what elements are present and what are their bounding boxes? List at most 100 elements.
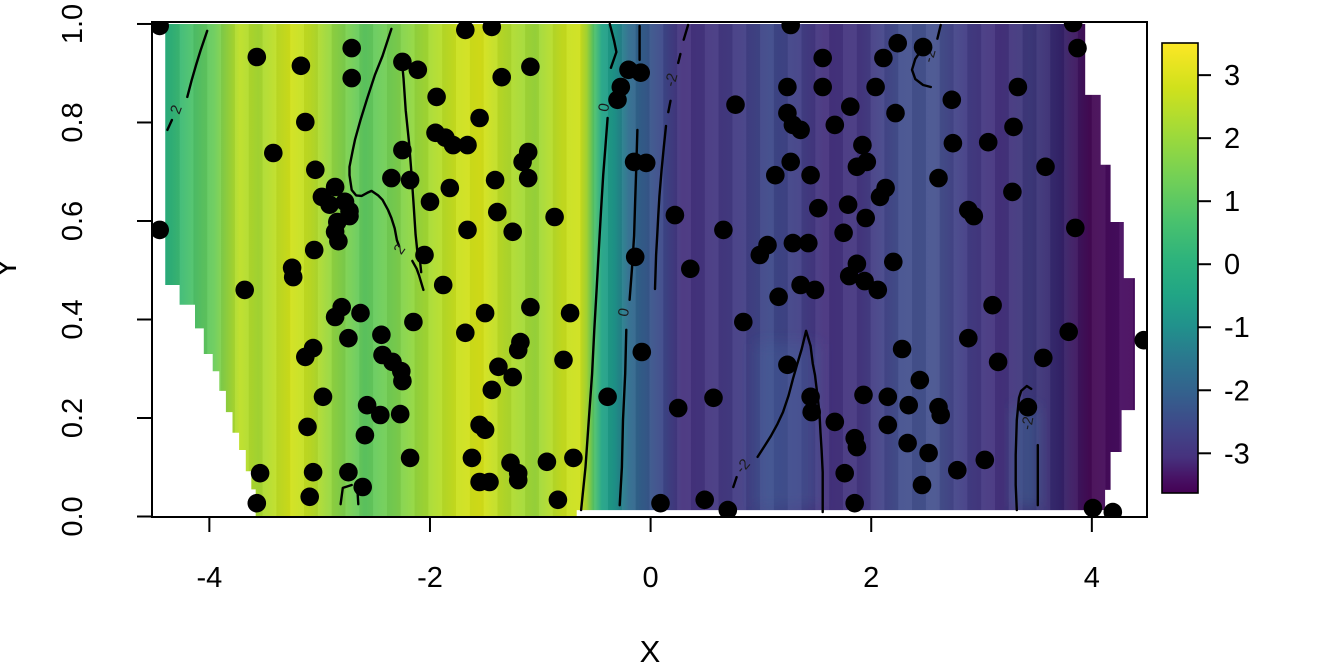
image-column-stripe [331,24,346,517]
data-point [988,352,1008,372]
data-point [456,22,475,40]
contour-level-0 [618,328,628,507]
colorbar-tick-label: -3 [1224,438,1250,470]
data-point [1066,218,1085,238]
image-column-stripe [304,24,318,517]
data-point [480,472,499,492]
data-point [704,388,723,408]
data-point [325,307,345,327]
data-point [769,287,788,307]
image-column-stripe [663,24,678,517]
colorbar-bar [1161,42,1199,494]
data-point [853,135,872,155]
data-point [329,231,348,251]
data-point [899,395,918,415]
data-point [382,168,401,188]
image-column-stripe [1036,24,1051,517]
colorbar: 3 2 1 0 -1 -2 -3 [1161,42,1250,494]
data-point [825,412,845,432]
data-point [809,198,828,218]
data-point [892,339,912,359]
data-point [942,90,962,110]
data-point [456,323,475,343]
data-point [625,247,645,267]
image-column-stripe [497,24,512,517]
data-point [548,490,568,510]
image-column-stripe [912,24,926,517]
data-point [835,463,854,483]
image-column-stripe [469,24,484,517]
data-point [1059,322,1078,342]
colorbar-tick-label: 2 [1224,123,1240,155]
data-point [508,470,528,490]
data-point [503,222,522,242]
contour-level-0 [579,116,609,512]
data-point [1134,330,1147,350]
contour-level-2 [348,27,401,248]
x-tick-label: -4 [196,562,222,594]
data-point [482,380,502,400]
data-point [1036,157,1055,177]
data-point [313,387,333,407]
data-point [854,385,873,405]
x-tick-label: 2 [863,562,879,594]
data-point [878,387,898,407]
data-point [339,462,358,482]
data-point [300,487,320,507]
data-point [766,165,785,185]
x-tick-label: 4 [1084,562,1100,594]
data-point [884,252,903,272]
contour-level-2 [186,29,209,99]
data-point [250,463,270,483]
data-point [372,325,391,345]
y-tick-label: 0.8 [57,102,89,142]
image-column-stripe [511,24,526,517]
data-point [874,48,893,68]
contour-level--2 [653,124,668,291]
image-column-stripe [400,24,415,517]
data-point [247,47,267,67]
no-data-mask [1085,22,1147,517]
image-column-stripe [898,24,913,517]
colorbar-tick-label: 1 [1224,186,1240,218]
heatmap-surface [152,24,1147,517]
data-point [485,170,505,190]
data-points [152,22,1147,517]
data-point [408,60,428,80]
data-point [291,56,311,76]
image-column-stripe [345,24,360,517]
data-point [878,415,898,435]
data-point [482,22,502,37]
contour-level-2 [166,118,174,132]
data-point [839,266,859,286]
data-point [931,405,950,425]
data-point [781,22,800,35]
data-point [296,347,315,367]
data-point [801,165,820,185]
contour-level-2 [411,259,425,292]
image-column-stripe [538,24,553,517]
data-point [929,168,948,188]
contour-label: 0 [615,307,633,318]
data-point [668,398,688,418]
image-column-stripe [967,24,982,517]
data-point [1083,498,1103,517]
image-column-stripe [1064,24,1078,517]
y-axis-title: Y [0,258,23,279]
colorbar-tick-label: -2 [1224,375,1250,407]
image-column-stripe [1022,24,1037,517]
data-point [718,500,738,517]
y-axis: 0.0 0.2 0.4 0.6 0.8 1.0 [57,4,151,537]
contour-level--2 [936,23,942,40]
data-point [462,448,482,468]
contour-label: -2 [1018,415,1037,431]
data-point [665,205,685,225]
data-point [734,312,753,332]
data-point [320,195,339,214]
data-point [781,152,800,172]
data-point [886,103,905,123]
data-point [304,240,324,260]
data-point [608,90,627,110]
data-point [778,355,797,375]
data-point [1004,117,1023,137]
